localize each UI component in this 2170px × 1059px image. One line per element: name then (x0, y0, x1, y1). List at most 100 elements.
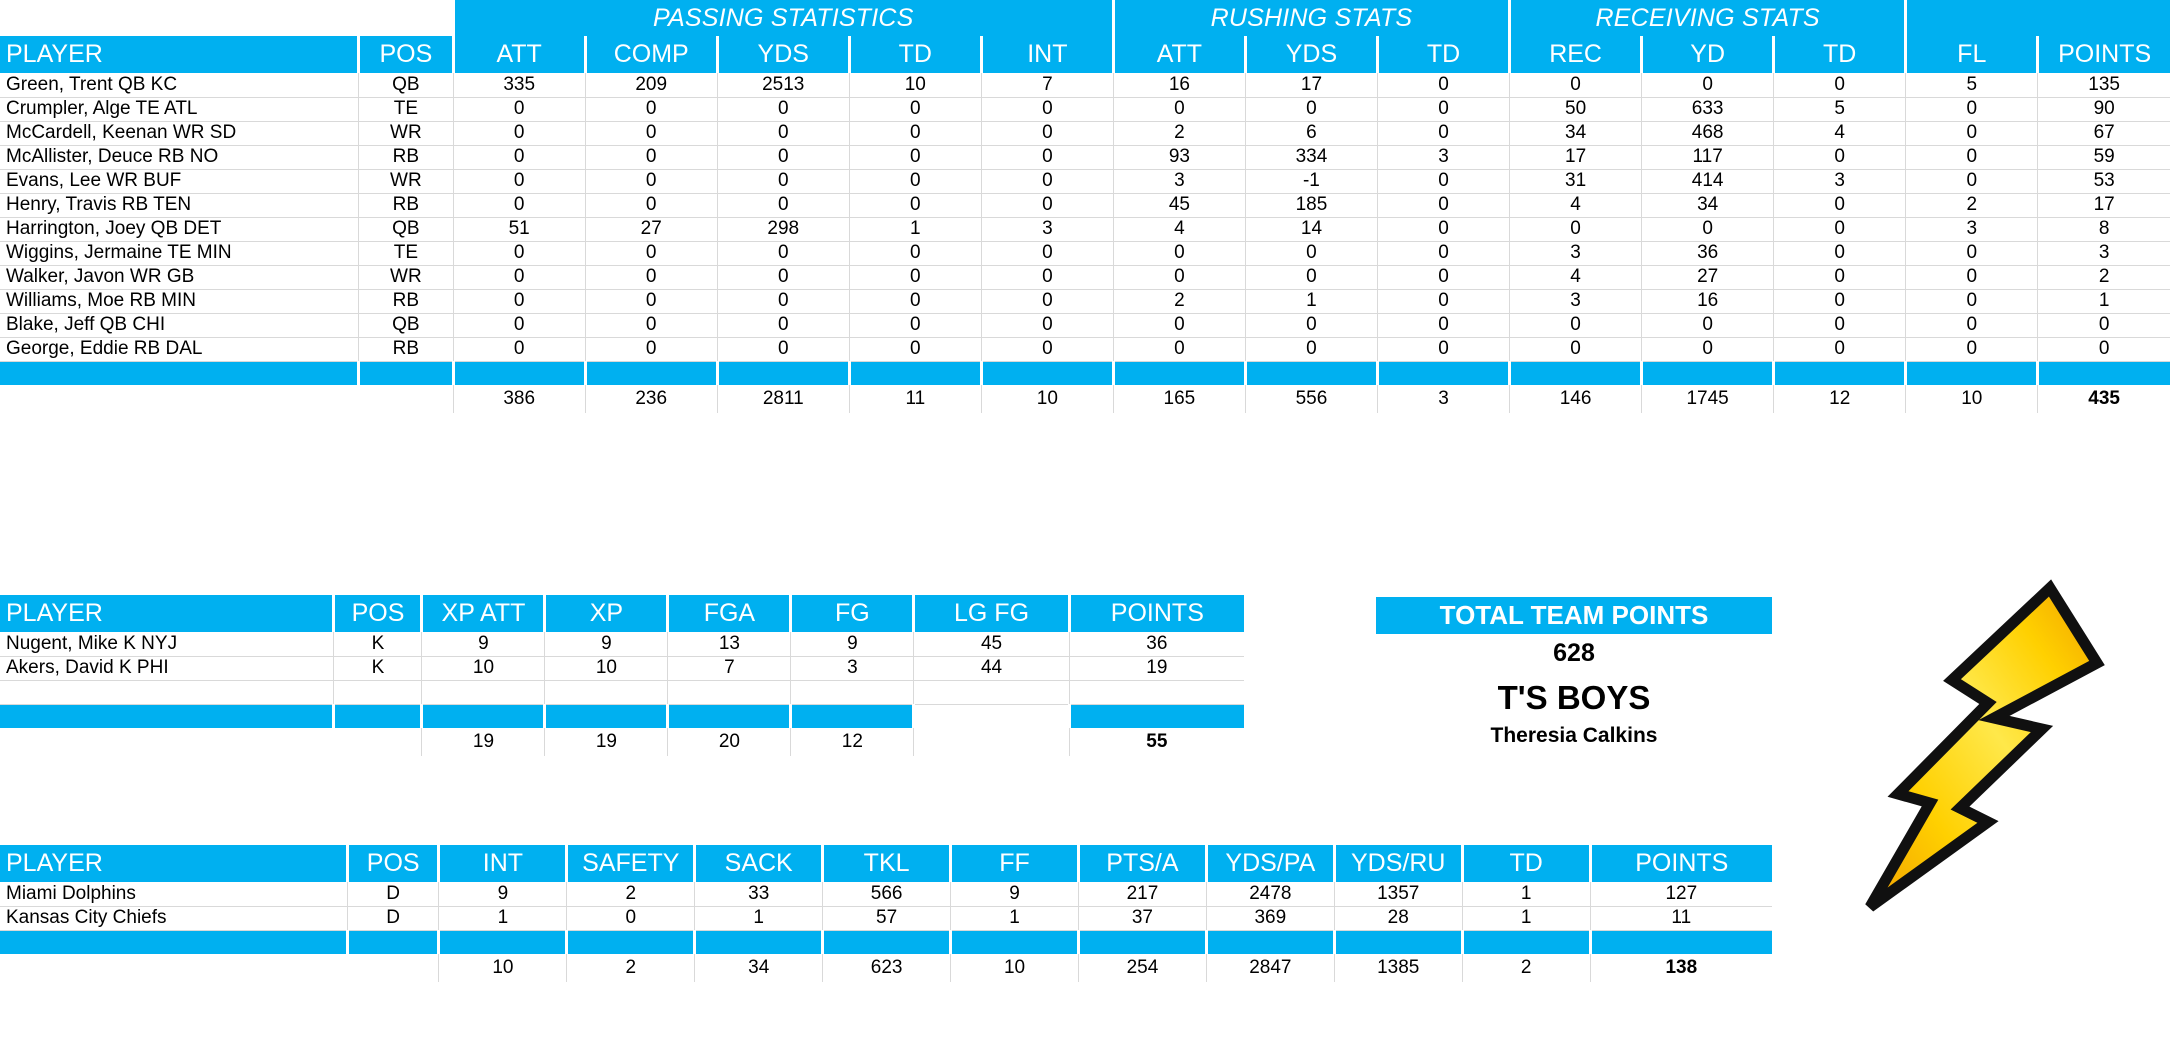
cell-player-name: Henry, Travis RB TEN (0, 193, 359, 218)
cell-player-name: Green, Trent QB KC (0, 73, 359, 98)
cell-pass-yds: 0 (716, 313, 850, 338)
cell-fl: 3 (1905, 217, 2038, 242)
column-header-xp[interactable]: XP (543, 595, 668, 632)
totals-pass-att: 386 (452, 385, 586, 414)
column-header-safety[interactable]: SAFETY (565, 845, 695, 882)
cell-xp-att: 9 (421, 632, 545, 657)
table-row[interactable]: Akers, David K PHI K 10 10 7 3 44 19 (0, 656, 1244, 681)
separator-cell (847, 361, 982, 385)
column-header-rec[interactable]: REC (1508, 36, 1642, 73)
column-header-pass-comp[interactable]: COMP (583, 36, 718, 73)
table-row[interactable]: Evans, Lee WR BUF WR 0 0 0 0 0 3 -1 0 31 414 3 0 53 (0, 169, 2170, 194)
cell-rec: 17 (1509, 145, 1642, 170)
totals-lg-fg (913, 728, 1070, 757)
column-header-d-int[interactable]: INT (437, 845, 567, 882)
column-header-k-player[interactable]: PLAYER (0, 595, 334, 632)
cell-rush-yds: 14 (1244, 217, 1378, 242)
offense-stats-table: PASSING STATISTICS RUSHING STATS RECEIVI… (0, 0, 2170, 414)
column-header-yds-rushing-allowed[interactable]: YDS/RU (1332, 845, 1463, 882)
table-row[interactable]: McAllister, Deuce RB NO RB 0 0 0 0 0 93 334 3 17 11… (0, 145, 2170, 170)
table-row[interactable]: Green, Trent QB KC QB 335 209 2513 10 7 16 17 0 0 0… (0, 73, 2170, 98)
kicking-table-body: Nugent, Mike K NYJ K 9 9 13 9 45 36 Akers, David… (0, 632, 1244, 757)
cell-rush-yds: 185 (1244, 193, 1378, 218)
column-header-points[interactable]: POINTS (2036, 36, 2170, 73)
table-row[interactable]: Nugent, Mike K NYJ K 9 9 13 9 45 36 (0, 632, 1244, 657)
column-header-d-player[interactable]: PLAYER (0, 845, 348, 882)
column-header-ff[interactable]: FF (949, 845, 1079, 882)
table-row[interactable]: Henry, Travis RB TEN RB 0 0 0 0 0 45 185 0 4 34 0 2 17 (0, 193, 2170, 218)
table-row[interactable]: McCardell, Keenan WR SD WR 0 0 0 0 0 2 6 0 34 468 4 0… (0, 121, 2170, 146)
cell-pass-comp: 0 (584, 289, 718, 314)
column-header-sack[interactable]: SACK (693, 845, 823, 882)
table-row[interactable]: Wiggins, Jermaine TE MIN TE 0 0 0 0 0 0 0 0 3 36 0 0 3 (0, 241, 2170, 266)
table-row[interactable]: Williams, Moe RB MIN RB 0 0 0 0 0 2 1 0 3 16 0 0 1 (0, 289, 2170, 314)
cell-yds-ru: 28 (1333, 906, 1463, 931)
column-header-pass-att[interactable]: ATT (451, 36, 586, 73)
cell-rec-td: 0 (1773, 217, 1906, 242)
column-header-d-td[interactable]: TD (1460, 845, 1591, 882)
cell-safety: 2 (566, 882, 695, 907)
separator-cell (543, 704, 668, 728)
cell-player-name: Crumpler, Alge TE ATL (0, 97, 359, 122)
column-header-pts-allowed[interactable]: PTS/A (1076, 845, 1207, 882)
column-header-fl[interactable]: FL (1904, 36, 2038, 73)
cell-pos: D (346, 906, 439, 931)
cell-pass-att: 0 (452, 97, 586, 122)
column-header-d-pos[interactable]: POS (345, 845, 439, 882)
totals-points: 138 (1589, 954, 1772, 983)
cell-rush-att: 3 (1112, 169, 1246, 194)
separator-cell (451, 361, 586, 385)
kicking-column-header-row: PLAYER POS XP ATT XP FGA FG LG FG POINTS (0, 595, 1244, 632)
separator-cell (912, 704, 1070, 728)
separator-cell (1460, 930, 1591, 954)
column-header-pass-int[interactable]: INT (979, 36, 1114, 73)
column-header-k-points[interactable]: POINTS (1067, 595, 1244, 632)
cell-player-name: Akers, David K PHI (0, 656, 334, 681)
table-separator-row (0, 930, 1772, 954)
column-header-rec-td[interactable]: TD (1772, 36, 1906, 73)
cell-rec-yd: 0 (1641, 217, 1774, 242)
column-header-fga[interactable]: FGA (666, 595, 791, 632)
column-header-pos[interactable]: POS (357, 36, 454, 73)
column-header-pass-yds[interactable]: YDS (715, 36, 850, 73)
column-header-lg-fg[interactable]: LG FG (912, 595, 1070, 632)
cell-points: 0 (2037, 337, 2170, 362)
cell-pass-comp: 0 (584, 121, 718, 146)
cell-xp-att: 10 (421, 656, 545, 681)
column-header-rush-yds[interactable]: YDS (1243, 36, 1378, 73)
cell-lg-fg: 45 (913, 632, 1070, 657)
totals-safety: 2 (566, 954, 695, 983)
column-header-k-pos[interactable]: POS (332, 595, 422, 632)
column-header-rush-att[interactable]: ATT (1111, 36, 1246, 73)
column-header-fg[interactable]: FG (789, 595, 914, 632)
group-header-receiving: RECEIVING STATS (1509, 0, 1908, 36)
team-owner-name: Theresia Calkins (1490, 724, 1658, 747)
column-header-d-points[interactable]: POINTS (1588, 845, 1772, 882)
column-header-tkl[interactable]: TKL (821, 845, 951, 882)
totals-rec: 146 (1509, 385, 1642, 414)
column-header-yds-passing-allowed[interactable]: YDS/PA (1204, 845, 1335, 882)
table-row[interactable]: Crumpler, Alge TE ATL TE 0 0 0 0 0 0 0 0 50 633 5 0 90 (0, 97, 2170, 122)
table-row[interactable]: Miami Dolphins D 9 2 33 566 9 217 2478 1357 1 127 (0, 882, 1772, 907)
table-row[interactable]: George, Eddie RB DAL RB 0 0 0 0 0 0 0 0 0 0 0 0 0 (0, 337, 2170, 362)
cell-rush-td: 0 (1376, 121, 1510, 146)
table-row[interactable]: Walker, Javon WR GB WR 0 0 0 0 0 0 0 0 4 27 0 0 2 (0, 265, 2170, 290)
totals-td: 2 (1461, 954, 1591, 983)
cell-rec-td: 0 (1773, 289, 1906, 314)
table-row[interactable]: Harrington, Joey QB DET QB 51 27 298 1 3 4 14 0 0 0… (0, 217, 2170, 242)
column-header-xp-att[interactable]: XP ATT (420, 595, 545, 632)
cell-pts-a: 217 (1077, 882, 1207, 907)
table-row[interactable]: Blake, Jeff QB CHI QB 0 0 0 0 0 0 0 0 0 0 0 0 0 (0, 313, 2170, 338)
column-header-player[interactable]: PLAYER (0, 36, 359, 73)
cell-rush-td: 0 (1376, 265, 1510, 290)
table-separator-row (0, 361, 2170, 385)
column-header-rec-yd[interactable]: YD (1640, 36, 1774, 73)
totals-rec-td: 12 (1773, 385, 1906, 414)
column-header-pass-td[interactable]: TD (847, 36, 982, 73)
totals-fl: 10 (1905, 385, 2038, 414)
table-row[interactable]: Kansas City Chiefs D 1 0 1 57 1 37 369 28 1 11 (0, 906, 1772, 931)
column-header-rush-td[interactable]: TD (1375, 36, 1510, 73)
cell-pass-td: 0 (848, 97, 982, 122)
table-row-empty (0, 680, 1244, 705)
cell-rec-td: 0 (1773, 145, 1906, 170)
